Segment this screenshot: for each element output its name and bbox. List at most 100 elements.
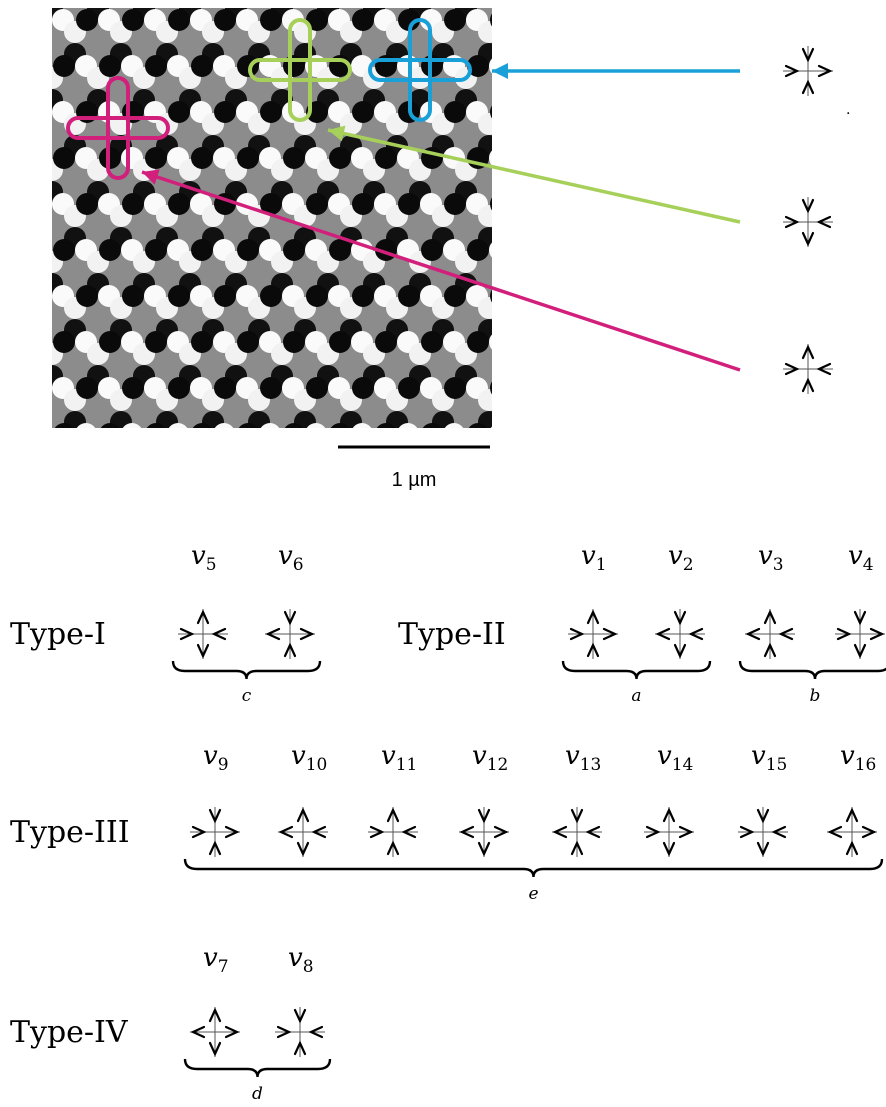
arrow-right	[869, 627, 885, 641]
arrow-down	[386, 840, 400, 856]
arrow-down	[673, 643, 687, 659]
arrow-right	[816, 362, 832, 376]
arrow-up	[756, 808, 770, 824]
group-letter: d	[252, 1084, 263, 1104]
vertex-label: v4	[848, 541, 874, 575]
arrow-left	[191, 825, 207, 839]
arrow-down	[763, 642, 777, 658]
type-label: Type-III	[10, 815, 130, 850]
arrow-down	[296, 841, 310, 857]
type-row-type-ii: Type-II v1 v2 v3 v4 a b	[398, 541, 886, 706]
vertex-v13	[552, 807, 602, 857]
group-letter: a	[631, 686, 641, 706]
vertex-v16	[827, 807, 877, 857]
arrow-right	[861, 825, 877, 839]
arrow-left	[655, 627, 671, 641]
arrow-right	[224, 825, 240, 839]
callout-line-0	[492, 63, 740, 79]
arrow-down	[662, 841, 676, 857]
arrow-up	[673, 610, 687, 626]
vertex-label: v15	[751, 741, 787, 775]
vertex-label: v6	[278, 541, 304, 575]
type-row-type-i: Type-I v5 v6 c	[10, 541, 322, 706]
vertex-label: v14	[657, 741, 693, 775]
vertex-label: v1	[581, 541, 607, 575]
arrow-down	[208, 1041, 222, 1057]
arrow-right	[401, 825, 417, 839]
underbrace-b: b	[738, 660, 886, 706]
vertex-v1	[568, 609, 618, 659]
arrow-up	[570, 808, 584, 824]
arrow-left	[278, 825, 294, 839]
arrow-down	[283, 642, 297, 658]
arrow-left	[745, 627, 761, 641]
arrow-down	[801, 231, 815, 247]
arrow-left	[739, 825, 755, 839]
vertex-v8	[275, 1007, 325, 1057]
type-label: Type-I	[10, 617, 106, 652]
arrow-right	[299, 627, 315, 641]
arrow-down	[208, 840, 222, 856]
vertex-v15	[738, 807, 788, 857]
arrow-right	[602, 627, 618, 641]
arrow-down	[570, 840, 584, 856]
vertex-v7	[190, 1007, 240, 1057]
arrow-right	[688, 627, 704, 641]
arrow-left	[276, 1025, 292, 1039]
arrow-down	[801, 377, 815, 393]
underbrace-e: e	[183, 858, 884, 904]
vertex-label: v8	[288, 943, 314, 977]
arrow-right	[771, 825, 787, 839]
arrow-up	[208, 808, 222, 824]
highlight-green	[248, 18, 352, 122]
arrow-left	[784, 64, 800, 78]
vertex-label: v16	[840, 741, 876, 775]
arrow-right	[817, 64, 833, 78]
vertex-v10	[278, 807, 328, 857]
vertex-v4	[835, 609, 885, 659]
arrow-right	[493, 825, 509, 839]
vertex-v11	[368, 807, 418, 857]
vertex-label: v13	[565, 741, 601, 775]
arrow-left	[836, 627, 852, 641]
arrow-right	[308, 1025, 324, 1039]
highlight-magenta	[66, 76, 170, 180]
underbrace-d: d	[183, 1058, 332, 1104]
arrow-right	[816, 215, 832, 229]
arrow-down	[477, 841, 491, 857]
arrow-left	[265, 627, 281, 641]
underbrace-a: a	[561, 660, 712, 706]
arrow-up	[801, 198, 815, 214]
callout-vertex-2	[783, 344, 833, 394]
callout-vertex-1	[783, 197, 833, 247]
vertex-v14	[644, 807, 694, 857]
arrow-up	[801, 344, 815, 360]
arrow-up	[208, 1007, 222, 1023]
arrow-left	[179, 627, 195, 641]
type-row-type-iii: Type-III v9 v10 v11 v12 v13 v14 v15 v16 e	[10, 741, 884, 904]
arrow-up	[662, 807, 676, 823]
vertex-label: v2	[668, 541, 694, 575]
vertex-label: v9	[203, 741, 229, 775]
arrow-left	[459, 825, 475, 839]
vertex-label: v5	[191, 541, 217, 575]
arrow-left	[552, 825, 568, 839]
vertex-label: v3	[758, 541, 784, 575]
vertex-v3	[745, 609, 795, 659]
arrow-up	[477, 808, 491, 824]
vertex-v12	[459, 807, 509, 857]
arrow-up	[293, 1008, 307, 1024]
underbrace-c: c	[171, 660, 322, 706]
scale-label: 1 µm	[392, 469, 437, 491]
arrow-left	[645, 825, 661, 839]
arrow-down	[756, 841, 770, 857]
stray-mark: .	[846, 102, 850, 118]
arrow-up	[853, 610, 867, 626]
arrow-up	[386, 807, 400, 823]
arrow-up	[586, 609, 600, 625]
arrow-left	[569, 627, 585, 641]
type-label: Type-II	[398, 617, 506, 652]
callout-arrows	[141, 63, 741, 372]
arrow-up	[763, 609, 777, 625]
